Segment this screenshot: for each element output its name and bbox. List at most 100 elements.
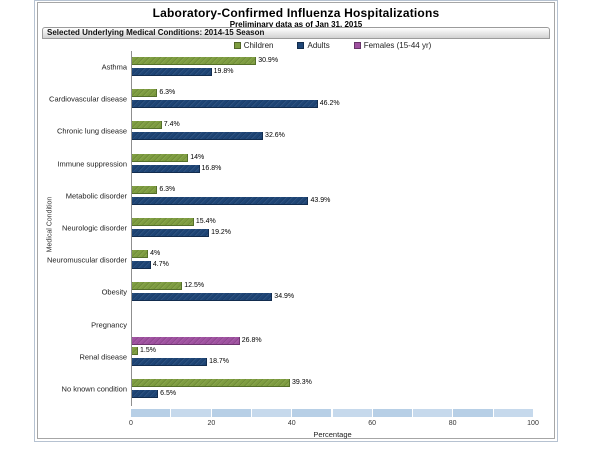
- legend-label: Adults: [307, 41, 330, 50]
- legend: Children Adults Females (15-44 yr): [131, 41, 534, 50]
- bar-value-label: 6.3%: [159, 185, 176, 193]
- scrollbar-segment[interactable]: [171, 409, 211, 417]
- bar-value-label: 32.6%: [265, 132, 285, 140]
- category-label: Cardiovascular disease: [49, 94, 127, 104]
- scrollbar-segment[interactable]: [292, 409, 332, 417]
- bar-value-label: 30.9%: [258, 57, 279, 64]
- x-tick-label: 60: [368, 420, 377, 427]
- bar-adults: [132, 261, 151, 270]
- bar-children: [132, 153, 189, 162]
- scrollbar-segment[interactable]: [413, 409, 453, 417]
- chart-row: Immune suppression 14% 16.8%: [38, 153, 554, 185]
- bar-value-label: 6.5%: [160, 390, 177, 397]
- bar-adults: [132, 293, 273, 302]
- bar-adults: [132, 229, 210, 237]
- bar-value-label: 15.4%: [195, 218, 216, 225]
- bar-value-label: 4%: [150, 250, 161, 258]
- category-label: Metabolic disorder: [65, 191, 127, 201]
- bar-children: [132, 218, 194, 226]
- chart-row: Metabolic disorder 6.3% 43.9%: [38, 185, 554, 217]
- bar-value-label: 34.9%: [274, 293, 295, 301]
- chart-subtitle: Preliminary data as of Jan 31, 2015: [229, 20, 363, 29]
- scrollbar-segment[interactable]: [493, 409, 533, 417]
- x-tick-label: 80: [448, 420, 457, 427]
- legend-item-adults: Adults: [297, 41, 330, 50]
- bar-children: [132, 121, 162, 130]
- bar-adults: [132, 390, 159, 398]
- legend-item-children: Children: [233, 41, 274, 50]
- bar-adults: [132, 100, 318, 109]
- chart-row: No known condition 39.3% 6.5%: [38, 379, 554, 410]
- chart-row: Pregnancy 26.8%: [38, 315, 554, 346]
- bar-children: [132, 346, 139, 355]
- bar-children: [132, 250, 149, 259]
- category-label: Renal disease: [79, 352, 127, 362]
- scrollbar-segment[interactable]: [372, 409, 413, 417]
- chart-row: Neuromuscular disorder 4% 4.7%: [38, 250, 554, 281]
- category-label: No known condition: [61, 384, 127, 394]
- x-axis-scrollbar[interactable]: [131, 409, 534, 417]
- bar-children: [132, 379, 290, 387]
- x-tick-label: 20: [207, 420, 216, 427]
- x-axis-title: Percentage: [313, 430, 352, 439]
- bar-females-15-44-yr: [132, 336, 240, 345]
- bar-value-label: 6.3%: [159, 89, 176, 97]
- category-label: Asthma: [101, 62, 127, 72]
- x-tick-label: 100: [527, 420, 539, 427]
- category-label: Immune suppression: [57, 159, 127, 169]
- category-label: Pregnancy: [91, 320, 127, 330]
- bar-value-label: 18.7%: [209, 357, 230, 365]
- bar-adults: [132, 196, 309, 205]
- legend-item-females-15-44-yr: Females (15-44 yr): [353, 41, 432, 50]
- scrollbar-segment[interactable]: [211, 409, 251, 417]
- legend-swatch-icon: [233, 42, 241, 49]
- bar-children: [132, 185, 158, 194]
- bar-value-label: 7.4%: [163, 121, 180, 129]
- bar-value-label: 14%: [190, 153, 205, 161]
- bar-value-label: 19.8%: [213, 68, 234, 75]
- bar-value-label: 4.7%: [152, 261, 169, 269]
- bar-value-label: 46.2%: [319, 100, 340, 108]
- category-label: Chronic lung disease: [56, 126, 127, 136]
- bar-value-label: 43.9%: [310, 196, 331, 204]
- bar-children: [132, 57, 257, 65]
- category-label: Neuromuscular disorder: [46, 255, 127, 265]
- legend-swatch-icon: [297, 42, 305, 49]
- scrollbar-segment[interactable]: [251, 409, 292, 417]
- chart-title: Laboratory-Confirmed Influenza Hospitali…: [152, 6, 440, 20]
- chart-panel: Laboratory-Confirmed Influenza Hospitali…: [37, 2, 555, 439]
- x-tick-label: 0: [129, 420, 133, 427]
- bar-value-label: 16.8%: [201, 164, 222, 172]
- chart-row: Cardiovascular disease 6.3% 46.2%: [38, 89, 554, 120]
- y-axis-line: [131, 51, 132, 406]
- chart-row: Renal disease 1.5% 18.7%: [38, 346, 554, 378]
- scrollbar-segment[interactable]: [332, 409, 372, 417]
- x-tick-label: 40: [287, 420, 296, 427]
- chart-row: Chronic lung disease 7.4% 32.6%: [38, 121, 554, 152]
- bar-adults: [132, 164, 200, 173]
- bar-adults: [132, 68, 212, 76]
- bar-value-label: 1.5%: [140, 346, 156, 354]
- bar-chart-plot-area: Medical Condition Asthma 30.9% 19.8% Cardio…: [38, 3, 554, 439]
- category-label: Obesity: [101, 287, 127, 297]
- bar-children: [132, 282, 183, 291]
- category-label: Neurologic disorder: [61, 223, 127, 233]
- chart-row: Obesity 12.5% 34.9%: [38, 282, 554, 313]
- bar-adults: [132, 132, 264, 141]
- bar-children: [132, 89, 158, 98]
- bar-value-label: 19.2%: [211, 229, 232, 236]
- scrollbar-segment[interactable]: [453, 409, 493, 417]
- conditions-panel-header: Selected Underlying Medical Conditions: …: [42, 27, 550, 39]
- legend-swatch-icon: [353, 42, 361, 49]
- chart-row: Asthma 30.9% 19.8%: [38, 57, 554, 88]
- bar-value-label: 39.3%: [291, 379, 312, 386]
- bar-value-label: 12.5%: [184, 282, 205, 290]
- chart-row: Neurologic disorder 15.4% 19.2%: [38, 218, 554, 249]
- bar-value-label: 26.8%: [241, 336, 262, 344]
- scrollbar-segment[interactable]: [131, 409, 171, 417]
- legend-label: Females (15-44 yr): [363, 41, 432, 50]
- legend-label: Children: [243, 41, 274, 50]
- bar-adults: [132, 357, 208, 366]
- chart-outer-frame: Laboratory-Confirmed Influenza Hospitali…: [34, 0, 558, 442]
